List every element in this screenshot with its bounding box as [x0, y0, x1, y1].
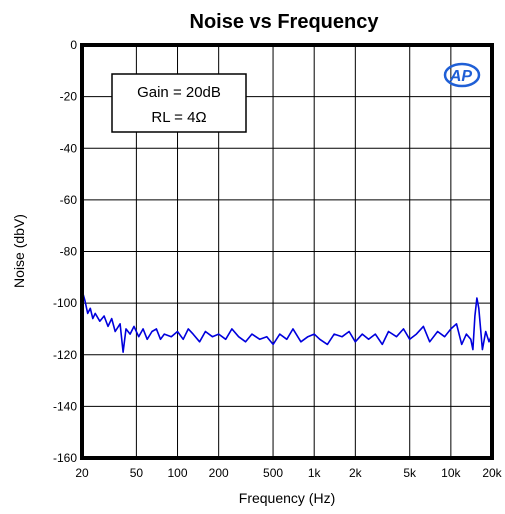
- x-tick-label: 2k: [349, 466, 363, 480]
- ap-logo: AP: [443, 62, 481, 88]
- y-tick-label: -20: [60, 90, 78, 104]
- plot-frame: [80, 43, 494, 460]
- x-tick-label: 500: [263, 466, 283, 480]
- annotation-box: Gain = 20dB RL = 4Ω: [111, 73, 247, 133]
- x-tick-label: 100: [168, 466, 188, 480]
- x-tick-label: 20: [75, 466, 89, 480]
- x-axis-ticks: 20 50 100 200 500 1k 2k 5k 10k 20k: [75, 466, 502, 480]
- annotation-gain: Gain = 20dB: [137, 84, 221, 101]
- y-tick-label: -100: [53, 296, 77, 310]
- y-tick-label: -40: [60, 141, 78, 155]
- chart-title: Noise vs Frequency: [190, 11, 380, 33]
- x-tick-label: 5k: [403, 466, 417, 480]
- y-tick-label: 0: [70, 38, 77, 52]
- x-axis-label: Frequency (Hz): [239, 490, 335, 506]
- noise-series-line-0: [81, 289, 493, 354]
- x-tick-label: 1k: [308, 466, 322, 480]
- series-group: [81, 289, 493, 354]
- x-tick-label: 10k: [441, 466, 461, 480]
- y-tick-label: -80: [60, 245, 78, 259]
- x-tick-label: 20k: [482, 466, 502, 480]
- y-tick-label: -60: [60, 193, 78, 207]
- annotation-load: RL = 4Ω: [151, 109, 206, 126]
- y-axis-ticks: 0 -20 -40 -60 -80 -100 -120 -140 -160: [53, 38, 77, 465]
- x-tick-label: 200: [209, 466, 229, 480]
- y-axis-label: Noise (dbV): [11, 214, 27, 288]
- ap-logo-text: AP: [449, 68, 473, 85]
- x-tick-label: 50: [130, 466, 144, 480]
- y-tick-label: -160: [53, 451, 77, 465]
- y-tick-label: -120: [53, 348, 77, 362]
- y-tick-label: -140: [53, 399, 77, 413]
